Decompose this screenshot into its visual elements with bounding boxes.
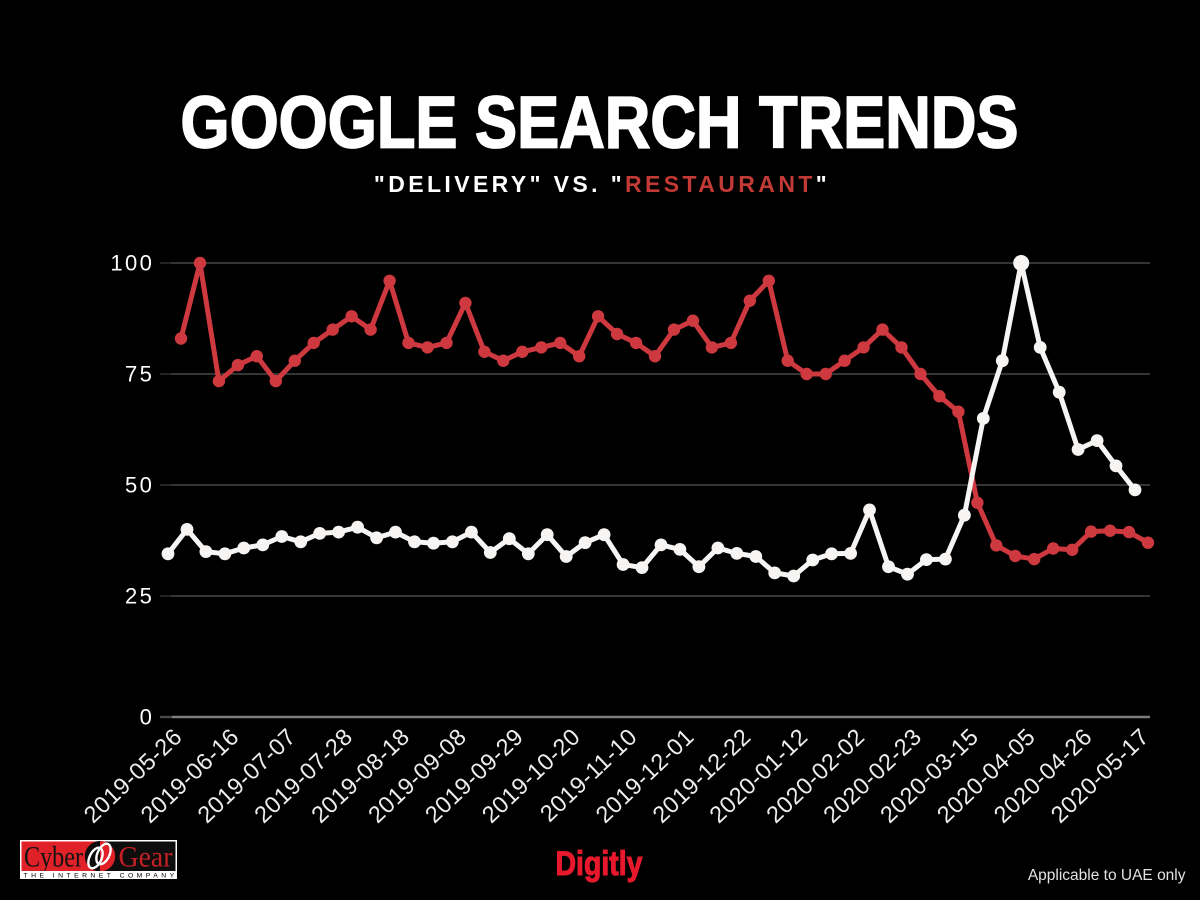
svg-text:50: 50 [125,473,154,498]
svg-text:"DELIVERY" VS. "RESTAURANT": "DELIVERY" VS. "RESTAURANT" [374,171,830,197]
svg-text:Cyber: Cyber [24,841,83,874]
svg-text:Gear: Gear [119,841,173,874]
svg-text:75: 75 [125,362,154,387]
svg-text:25: 25 [125,584,154,609]
svg-text:THE INTERNET COMPANY: THE INTERNET COMPANY [24,872,178,879]
svg-text:100: 100 [110,251,154,276]
svg-text:GOOGLE SEARCH TRENDS: GOOGLE SEARCH TRENDS [181,81,1019,164]
svg-text:Digitly: Digitly [556,845,643,883]
svg-text:0: 0 [140,705,155,730]
svg-text:Applicable to UAE only: Applicable to UAE only [1028,867,1186,884]
